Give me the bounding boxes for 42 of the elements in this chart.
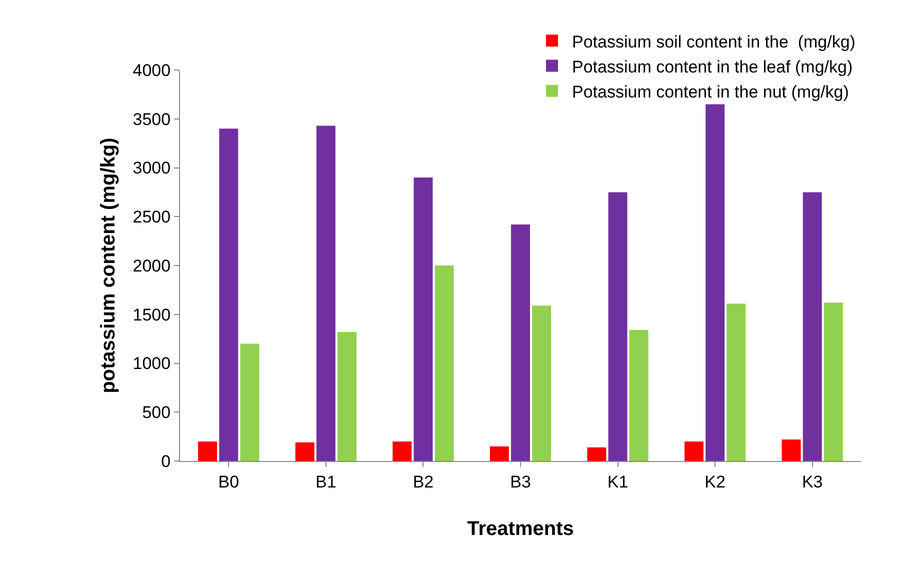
- bar: [824, 302, 843, 461]
- x-tick-label: K3: [802, 472, 823, 492]
- y-tick-label: 500: [142, 403, 171, 422]
- legend-label: Potassium content in the leaf (mg/kg): [572, 57, 853, 76]
- y-tick-label: 4000: [132, 60, 171, 80]
- bar: [532, 306, 552, 461]
- y-tick-label: 0: [161, 452, 171, 471]
- bar: [684, 441, 704, 461]
- y-tick-label: 2500: [132, 208, 171, 227]
- bar: [802, 192, 822, 461]
- y-tick-label: 3500: [132, 110, 171, 129]
- x-tick-label: B2: [412, 472, 434, 492]
- bar: [587, 447, 606, 461]
- bar: [706, 104, 725, 461]
- bar: [295, 442, 314, 461]
- bar: [414, 178, 433, 461]
- x-axis-title: Treatments: [467, 518, 574, 540]
- bar: [240, 344, 260, 461]
- bar: [434, 266, 454, 461]
- bar: [608, 192, 628, 461]
- bar: [782, 440, 801, 461]
- bar: [392, 441, 412, 461]
- x-tick-label: B0: [218, 472, 240, 492]
- bar: [726, 304, 746, 461]
- x-tick-label: B1: [316, 472, 336, 492]
- y-tick-label: 2000: [132, 256, 171, 276]
- bar: [316, 126, 336, 461]
- legend-label: Potassium content in the nut (mg/kg): [572, 82, 849, 102]
- bar: [629, 330, 648, 461]
- bar: [490, 446, 509, 461]
- y-axis-title: potassium content (mg/kg): [97, 138, 120, 394]
- y-tick-label: 3000: [132, 158, 171, 178]
- x-tick-label: K1: [607, 472, 628, 492]
- bar: [511, 224, 530, 461]
- bar: [219, 128, 238, 461]
- x-tick-label: B3: [510, 472, 531, 492]
- bar: [198, 441, 218, 461]
- x-tick-label: K2: [704, 472, 726, 492]
- bar: [338, 332, 356, 461]
- y-tick-label: 1500: [132, 305, 171, 324]
- y-tick-label: 1000: [132, 354, 171, 374]
- legend-label: Potassium soil content in the (mg/kg): [572, 32, 856, 52]
